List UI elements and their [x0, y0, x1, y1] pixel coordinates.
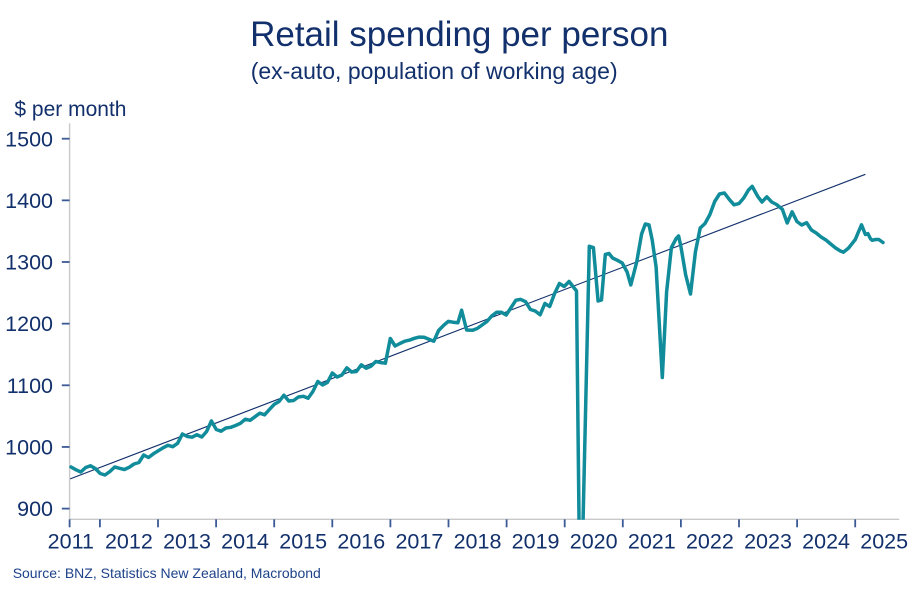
svg-text:2025: 2025	[860, 530, 908, 554]
svg-text:2016: 2016	[337, 530, 385, 554]
svg-text:2017: 2017	[395, 530, 443, 554]
svg-text:2022: 2022	[686, 530, 734, 554]
svg-text:Retail spending per person: Retail spending per person	[250, 15, 668, 54]
svg-text:1400: 1400	[5, 189, 53, 213]
svg-text:2014: 2014	[221, 530, 269, 554]
svg-text:1100: 1100	[7, 374, 53, 398]
svg-text:2021: 2021	[628, 530, 676, 554]
svg-text:2011: 2011	[48, 530, 94, 554]
svg-text:2018: 2018	[454, 530, 502, 554]
svg-text:(ex-auto, population of workin: (ex-auto, population of working age)	[251, 58, 618, 84]
svg-text:1300: 1300	[5, 251, 53, 275]
svg-text:2019: 2019	[512, 530, 560, 554]
svg-text:2023: 2023	[744, 530, 792, 554]
svg-text:1200: 1200	[5, 312, 53, 336]
svg-text:2015: 2015	[279, 530, 327, 554]
svg-text:2020: 2020	[570, 530, 618, 554]
svg-text:$ per month: $ per month	[14, 98, 126, 121]
svg-text:Source: BNZ, Statistics New Ze: Source: BNZ, Statistics New Zealand, Mac…	[13, 565, 321, 581]
svg-text:1500: 1500	[5, 127, 53, 151]
svg-text:2013: 2013	[163, 530, 211, 554]
svg-text:2024: 2024	[802, 530, 850, 554]
svg-text:900: 900	[17, 497, 53, 521]
svg-text:2012: 2012	[105, 530, 153, 554]
svg-text:1000: 1000	[5, 436, 53, 460]
